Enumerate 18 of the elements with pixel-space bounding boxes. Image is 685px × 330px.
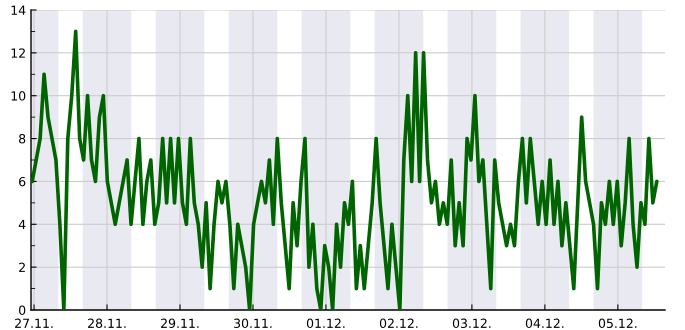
x-tick-label: 29.11. — [161, 318, 199, 328]
y-tick-label: 6 — [19, 176, 26, 186]
y-tick-label: 14 — [12, 6, 26, 15]
y-tick-label: 2 — [19, 262, 25, 272]
x-tick-label: 04.12. — [526, 318, 564, 328]
x-tick-label: 05.12. — [598, 318, 636, 328]
x-tick-label: 03.12. — [452, 318, 490, 328]
x-tick-label: 30.11. — [234, 318, 272, 328]
x-tick-label: 01.12. — [306, 318, 344, 328]
line-series — [31, 30, 659, 310]
y-tick-label: 0 — [19, 305, 26, 315]
y-tick-label: 8 — [19, 134, 26, 144]
x-tick-label: 28.11. — [88, 318, 126, 328]
x-tick-label: 27.11. — [15, 318, 53, 328]
y-tick-label: 10 — [12, 91, 26, 101]
y-tick-label: 4 — [18, 220, 26, 230]
y-tick-label: 12 — [12, 48, 25, 58]
x-tick-label: 02.12. — [380, 318, 418, 328]
